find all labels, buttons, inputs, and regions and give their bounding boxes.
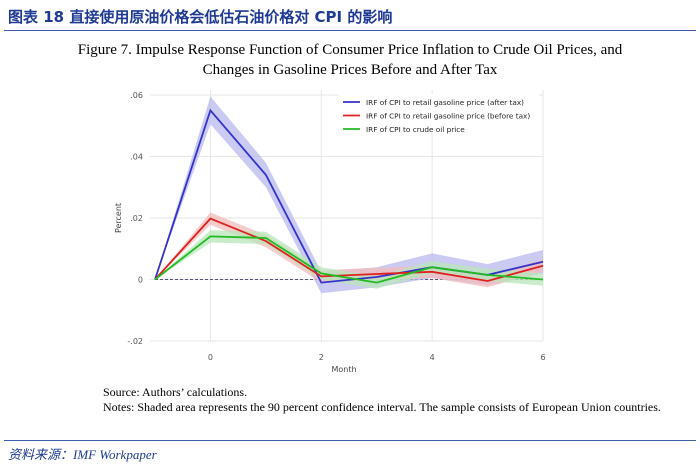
notes-text: Notes: Shaded area represents the 90 per… bbox=[103, 400, 661, 414]
y-tick-label: .04 bbox=[130, 153, 143, 162]
series-line bbox=[154, 108, 544, 284]
footer-source: 资料来源：IMF Workpaper bbox=[8, 447, 157, 462]
figure-title-line2: Changes in Gasoline Prices Before and Af… bbox=[202, 62, 498, 78]
y-tick-label: -.02 bbox=[127, 337, 143, 346]
x-axis-label: Month bbox=[331, 365, 356, 374]
y-tick-label: 0 bbox=[138, 276, 143, 285]
figure-title: Figure 7. Impulse Response Function of C… bbox=[0, 40, 700, 80]
x-tick-label: 2 bbox=[319, 353, 324, 362]
legend-label: IRF of CPI to retail gasoline price (aft… bbox=[366, 98, 524, 107]
legend-label: IRF of CPI to retail gasoline price (bef… bbox=[366, 111, 530, 120]
figure-title-line1: Figure 7. Impulse Response Function of C… bbox=[77, 42, 623, 58]
series-line bbox=[154, 217, 544, 282]
x-tick-label: 4 bbox=[430, 353, 435, 362]
x-tick-label: 6 bbox=[540, 353, 545, 362]
series-line bbox=[154, 235, 544, 284]
x-tick-label: 0 bbox=[208, 353, 213, 362]
legend-box bbox=[339, 93, 539, 133]
y-tick-label: .06 bbox=[130, 91, 143, 100]
y-tick-label: .02 bbox=[130, 214, 143, 223]
legend-label: IRF of CPI to crude oil price bbox=[366, 125, 465, 134]
footer-rule bbox=[4, 440, 696, 441]
y-axis-label: Percent bbox=[114, 203, 123, 233]
header-rule bbox=[4, 30, 696, 31]
header-title: 图表 18 直接使用原油价格会低估石油价格对 CPI 的影响 bbox=[8, 8, 393, 26]
notes-source: Source: Authors’ calculations. bbox=[103, 385, 248, 399]
figure-notes: Source: Authors’ calculations. Notes: Sh… bbox=[103, 385, 688, 415]
